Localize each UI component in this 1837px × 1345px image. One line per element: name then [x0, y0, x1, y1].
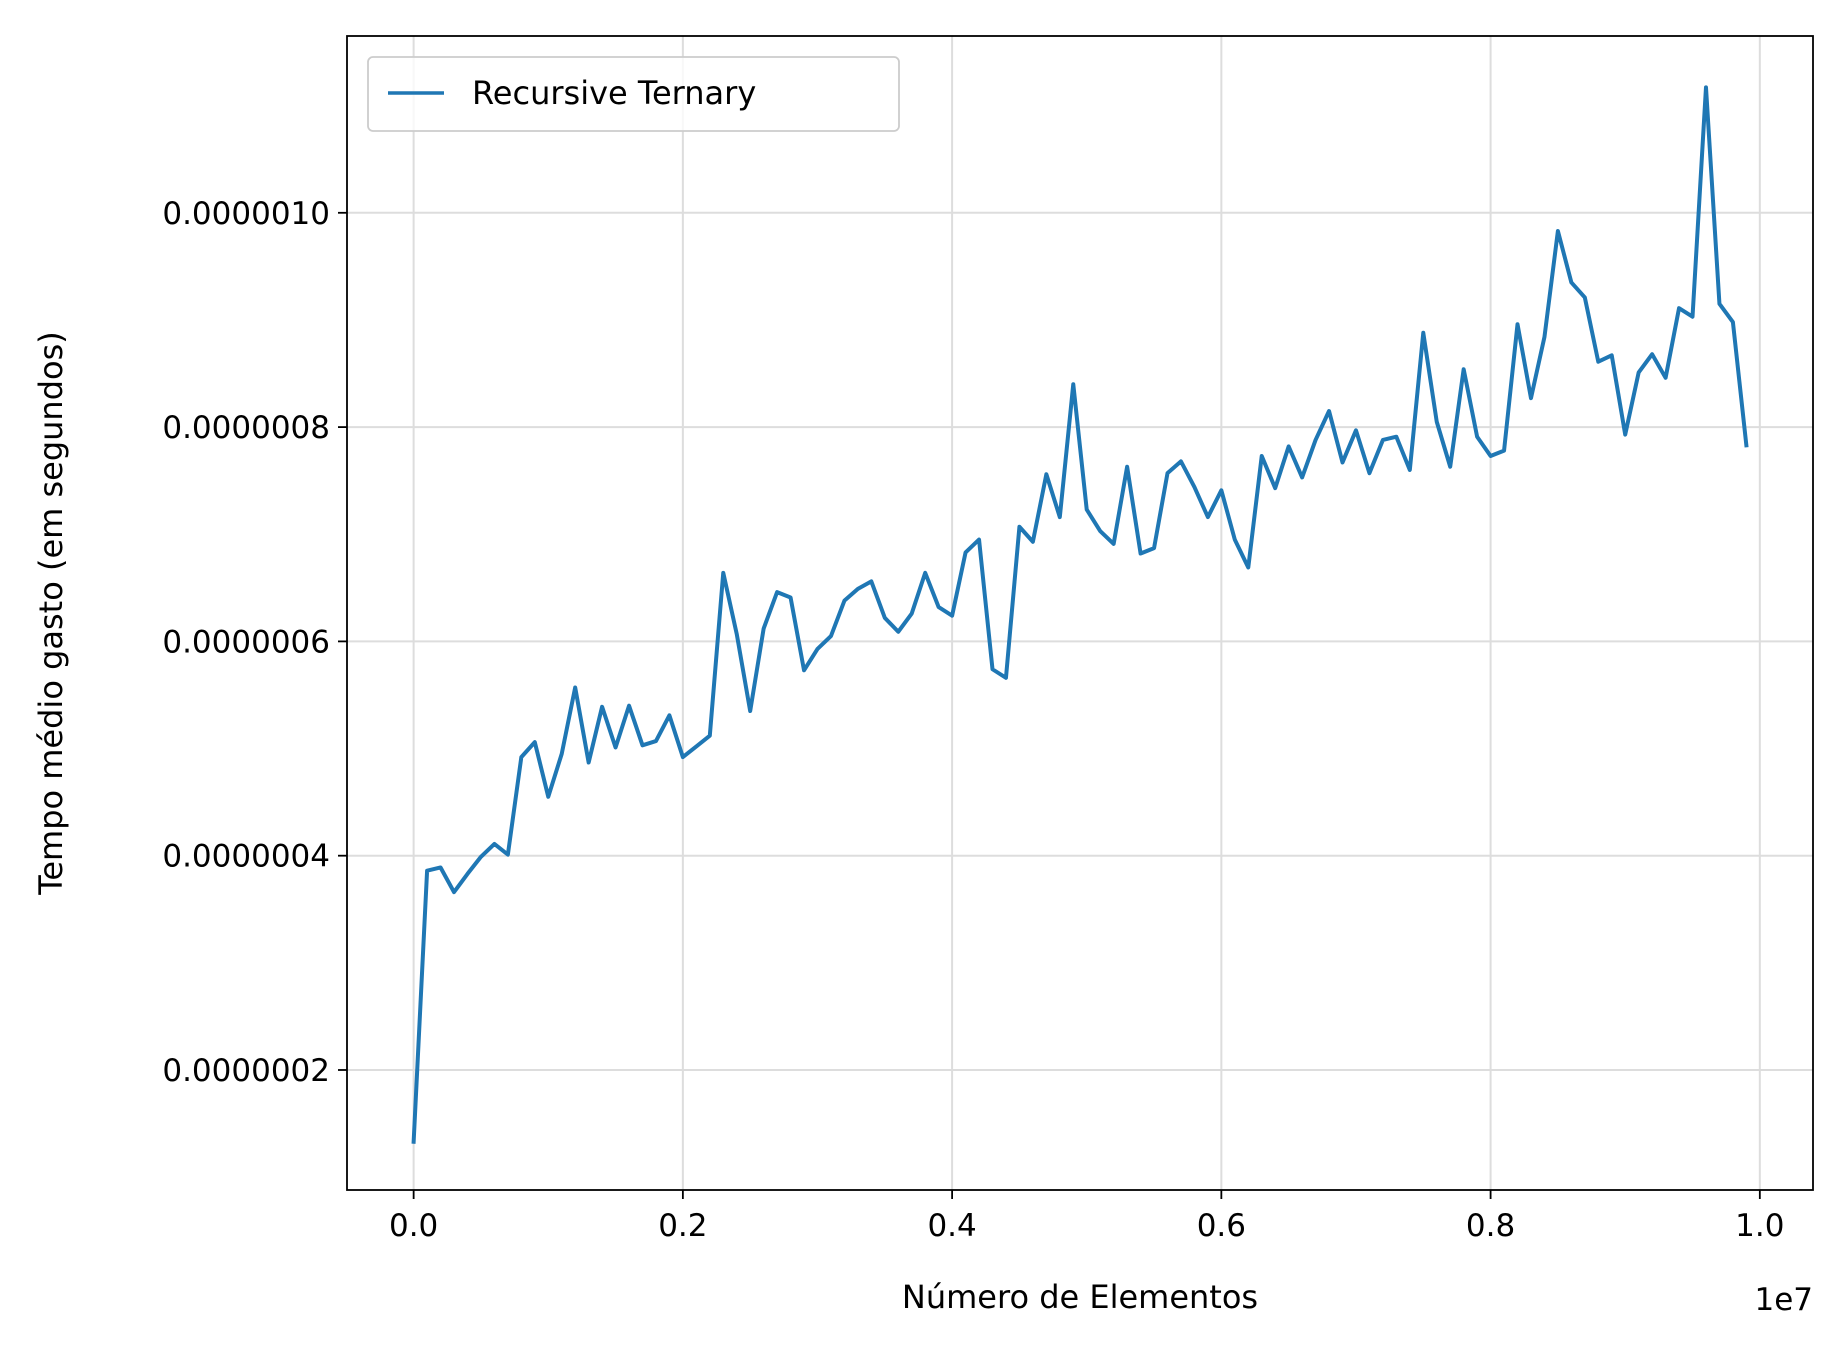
x-tick-label: 0.0: [389, 1208, 438, 1244]
x-tick-label: 0.4: [927, 1208, 976, 1244]
x-axis-offset-label: 1e7: [1754, 1282, 1813, 1318]
legend-box: [367, 56, 900, 132]
y-tick-label: 0.0000004: [162, 839, 330, 875]
x-tick-label: 0.6: [1197, 1208, 1246, 1244]
y-tick-label: 0.0000010: [162, 196, 330, 232]
legend-label-recursive-ternary: Recursive Ternary: [472, 74, 756, 112]
x-axis-title: Número de Elementos: [902, 1278, 1258, 1316]
legend: Recursive Ternary: [367, 56, 900, 132]
x-tick-label: 0.2: [658, 1208, 707, 1244]
y-tick-label: 0.0000008: [162, 410, 330, 446]
y-tick-label: 0.0000002: [162, 1053, 330, 1089]
y-tick-label: 0.0000006: [162, 624, 330, 660]
plot-frame: [346, 35, 1814, 1191]
series-line-recursive-ternary: [411, 85, 1749, 1144]
ticks: 0.0 0.2 0.4 0.6 0.8 1.0 0.0000002 0.0000004 0.00…: [162, 196, 1784, 1244]
series-layer: [411, 85, 1749, 1144]
y-axis-title: Tempo médio gasto (em segundos): [32, 331, 70, 896]
x-tick-label: 0.8: [1466, 1208, 1515, 1244]
x-tick-label: 1.0: [1735, 1208, 1784, 1244]
